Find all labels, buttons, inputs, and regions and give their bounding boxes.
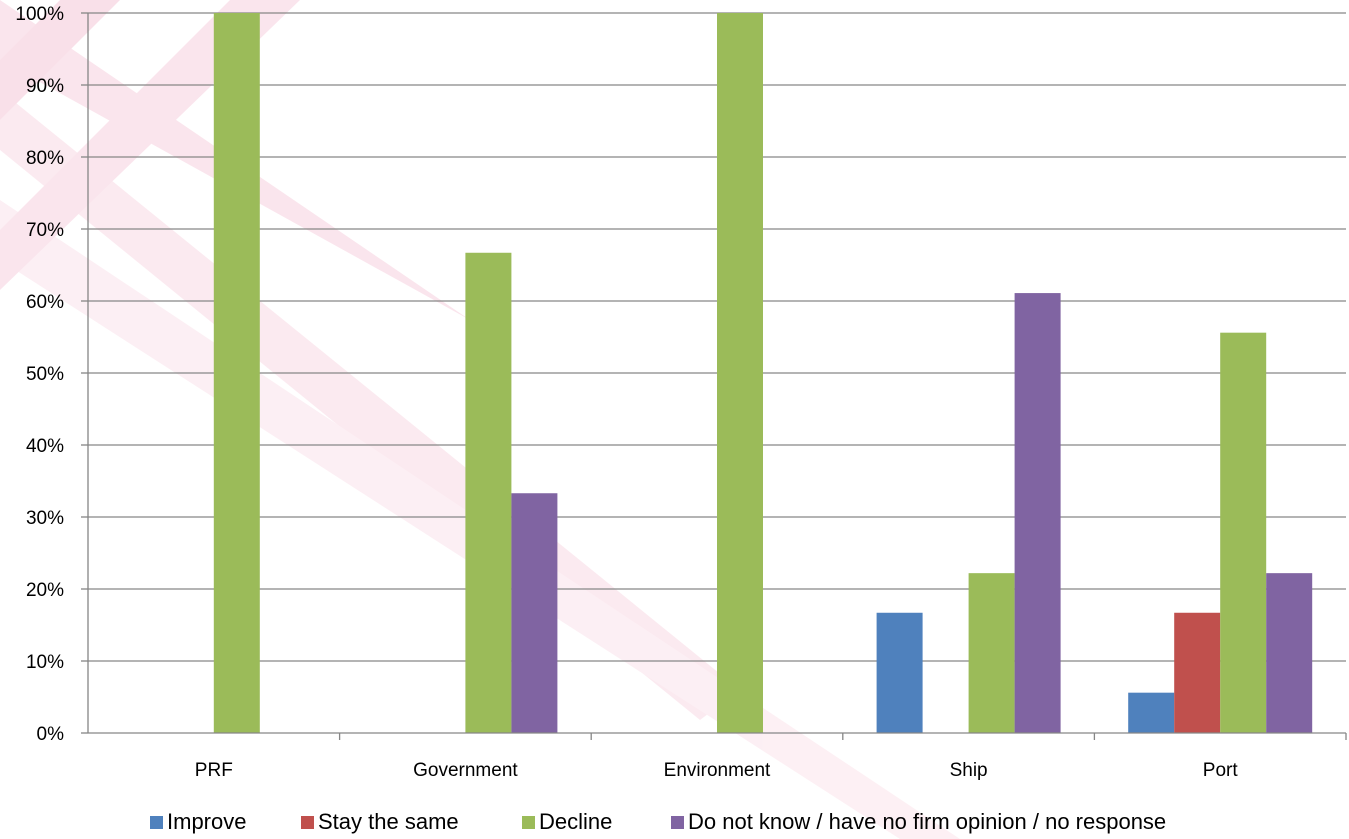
y-tick-label: 80% [26,148,64,169]
bar-decline-environment [717,13,763,733]
x-tick-label: PRF [195,760,233,781]
bar-decline-ship [968,573,1015,733]
x-tick-labels: PRF Government Environment Ship Port [195,760,1239,781]
x-tick-label: Ship [950,760,988,781]
y-tick-label: 0% [37,724,65,745]
x-tick-label: Government [413,760,518,781]
y-tick-label: 30% [26,508,64,529]
bar-improve-port [1128,692,1175,733]
y-tick-label: 40% [26,436,64,457]
y-tick-label: 20% [26,580,64,601]
axes [81,12,1347,740]
y-tick-label: 100% [15,4,64,25]
legend-label: Decline [539,809,612,834]
bar-do-ship [1014,293,1061,733]
bars [213,13,1313,733]
legend-label: Stay the same [318,809,459,834]
bar-decline-government [465,252,512,733]
legend: Improve Stay the same Decline Do not know /… [150,809,1166,834]
legend-swatch [150,816,163,829]
y-tick-label: 50% [26,364,64,385]
legend-label: Do not know / have no firm opinion / no … [688,809,1166,834]
x-tick-label: Environment [664,760,771,781]
x-tick-label: Port [1203,760,1239,781]
bar-improve-ship [876,612,923,733]
y-tick-label: 60% [26,292,64,313]
bar-decline-port [1220,332,1267,733]
bar-do-port [1266,573,1313,733]
bar-do-government [511,493,558,733]
y-tick-labels: 0% 10% 20% 30% 40% 50% 60% 70% 80% 90% 100% [15,4,64,745]
bar-stay-port [1174,612,1221,733]
y-tick-label: 90% [26,76,64,97]
y-tick-label: 10% [26,652,64,673]
legend-swatch [671,816,684,829]
bar-decline-prf [213,13,260,733]
legend-swatch [522,816,535,829]
y-tick-label: 70% [26,220,64,241]
legend-label: Improve [167,809,246,834]
legend-swatch [301,816,314,829]
